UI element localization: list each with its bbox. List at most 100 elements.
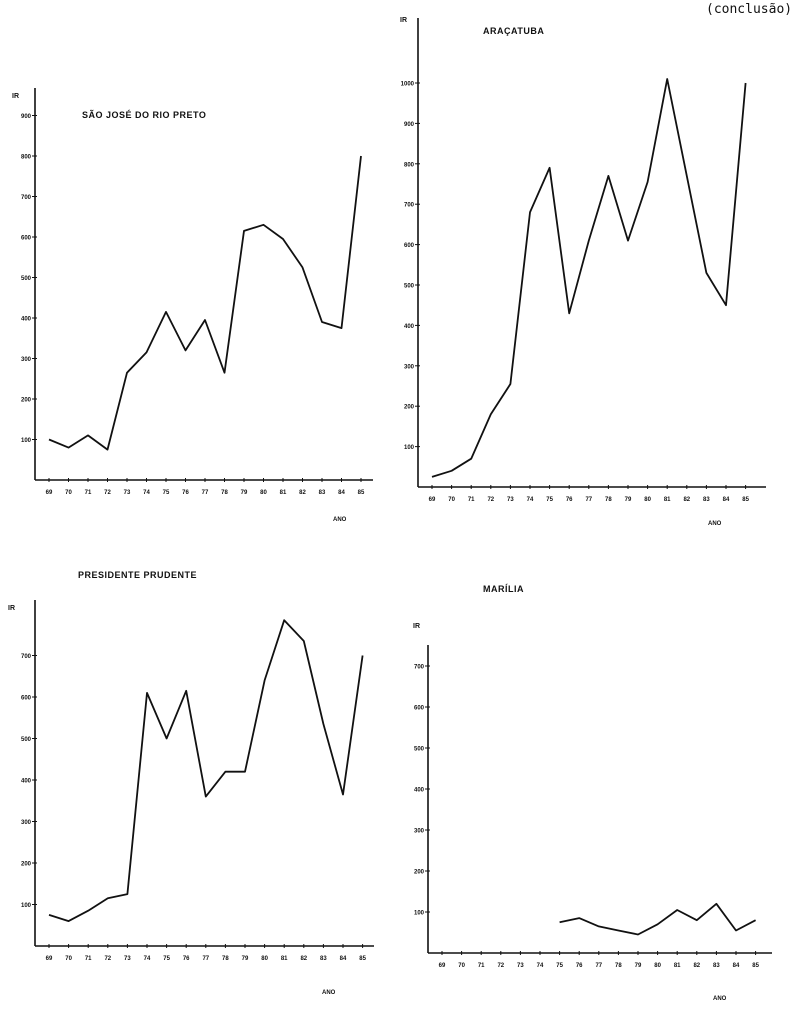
- y-tick-label: 700: [21, 654, 32, 660]
- y-tick-label: 200: [21, 398, 32, 404]
- y-tick-label: 100: [414, 911, 425, 917]
- x-tick-label: 77: [595, 963, 602, 969]
- x-tick-label: 83: [703, 497, 710, 503]
- x-tick-label: 79: [242, 956, 249, 962]
- x-tick-label: 80: [261, 956, 268, 962]
- x-tick-label: 76: [566, 497, 573, 503]
- y-tick-label: 200: [21, 862, 32, 868]
- y-tick-label: 500: [21, 737, 32, 743]
- x-tick-label: 80: [260, 490, 267, 496]
- x-tick-label: 74: [527, 497, 534, 503]
- x-tick-label: 85: [359, 956, 366, 962]
- y-tick-label: 600: [21, 696, 32, 702]
- x-tick-label: 83: [320, 956, 327, 962]
- x-tick-label: 73: [507, 497, 514, 503]
- y-tick-label: 900: [404, 122, 415, 128]
- x-tick-label: 83: [319, 490, 326, 496]
- x-tick-label: 82: [300, 956, 307, 962]
- x-tick-label: 75: [163, 956, 170, 962]
- x-tick-label: 69: [429, 497, 436, 503]
- x-tick-label: 75: [556, 963, 563, 969]
- x-tick-label: 72: [497, 963, 504, 969]
- page-note: (conclusão): [706, 2, 793, 17]
- x-tick-label: 70: [458, 963, 465, 969]
- chart-title: MARÍLIA: [483, 584, 524, 594]
- x-tick-label: 71: [85, 956, 92, 962]
- x-tick-label: 79: [625, 497, 632, 503]
- y-tick-label: 500: [404, 284, 415, 290]
- x-tick-label: 73: [124, 956, 131, 962]
- x-tick-label: 76: [576, 963, 583, 969]
- y-tick-label: 800: [404, 162, 415, 168]
- y-tick-label: 800: [21, 155, 32, 161]
- x-tick-label: 74: [537, 963, 544, 969]
- y-tick-label: 100: [21, 438, 32, 444]
- x-tick-label: 82: [693, 963, 700, 969]
- y-tick-label: 700: [414, 665, 425, 671]
- chart-title: ARAÇATUBA: [483, 26, 544, 36]
- x-tick-label: 74: [143, 490, 150, 496]
- y-tick-label: 400: [404, 324, 415, 330]
- chart-2: ARAÇATUBA IR ANO 100 200 300 400 500 600 700 800 90…: [400, 17, 766, 527]
- y-tick-label: 300: [414, 829, 425, 835]
- x-tick-label: 79: [241, 490, 248, 496]
- x-tick-label: 75: [546, 497, 553, 503]
- x-tick-label: 78: [221, 490, 228, 496]
- y-tick-label: 500: [21, 276, 32, 282]
- x-tick-label: 69: [439, 963, 446, 969]
- x-tick-label: 71: [85, 490, 92, 496]
- x-tick-label: 81: [674, 963, 681, 969]
- x-tick-label: 70: [65, 490, 72, 496]
- series-line: [559, 902, 757, 936]
- x-tick-label: 84: [340, 956, 347, 962]
- y-tick-label: 1000: [401, 82, 415, 88]
- x-tick-label: 75: [163, 490, 170, 496]
- y-axis-label: IR: [400, 17, 407, 24]
- y-tick-label: 200: [404, 405, 415, 411]
- x-tick-label: 71: [478, 963, 485, 969]
- y-tick-label: 700: [404, 203, 415, 209]
- x-tick-label: 85: [358, 490, 365, 496]
- x-tick-label: 77: [202, 490, 209, 496]
- y-tick-label: 500: [414, 747, 425, 753]
- x-tick-label: 72: [104, 956, 111, 962]
- x-axis-label: ANO: [713, 996, 727, 1002]
- chart-title: PRESIDENTE PRUDENTE: [78, 570, 197, 580]
- chart-1: SÃO JOSÉ DO RIO PRETO IR ANO 100 200 300 400 50…: [12, 88, 373, 523]
- x-tick-label: 84: [733, 963, 740, 969]
- x-tick-label: 80: [644, 497, 651, 503]
- y-tick-label: 100: [404, 445, 415, 451]
- y-tick-label: 600: [404, 243, 415, 249]
- x-tick-label: 81: [664, 497, 671, 503]
- x-tick-label: 76: [183, 956, 190, 962]
- x-tick-label: 77: [585, 497, 592, 503]
- y-tick-label: 600: [414, 706, 425, 712]
- y-tick-label: 900: [21, 114, 32, 120]
- y-tick-label: 400: [414, 788, 425, 794]
- x-tick-label: 72: [104, 490, 111, 496]
- y-tick-label: 600: [21, 236, 32, 242]
- x-tick-label: 74: [144, 956, 151, 962]
- x-tick-label: 81: [281, 956, 288, 962]
- y-tick-label: 300: [21, 820, 32, 826]
- x-tick-label: 82: [299, 490, 306, 496]
- y-tick-label: 100: [21, 903, 32, 909]
- x-tick-label: 77: [202, 956, 209, 962]
- x-tick-label: 82: [683, 497, 690, 503]
- x-tick-label: 73: [517, 963, 524, 969]
- y-axis-label: IR: [8, 605, 15, 612]
- y-axis-label: IR: [413, 623, 420, 630]
- x-tick-label: 78: [222, 956, 229, 962]
- x-tick-label: 73: [124, 490, 131, 496]
- x-tick-label: 84: [723, 497, 730, 503]
- x-tick-label: 85: [742, 497, 749, 503]
- x-tick-label: 78: [615, 963, 622, 969]
- x-tick-label: 80: [654, 963, 661, 969]
- x-tick-label: 71: [468, 497, 475, 503]
- y-tick-label: 400: [21, 779, 32, 785]
- x-tick-label: 83: [713, 963, 720, 969]
- x-tick-label: 84: [338, 490, 345, 496]
- x-tick-label: 70: [65, 956, 72, 962]
- y-tick-label: 200: [414, 870, 425, 876]
